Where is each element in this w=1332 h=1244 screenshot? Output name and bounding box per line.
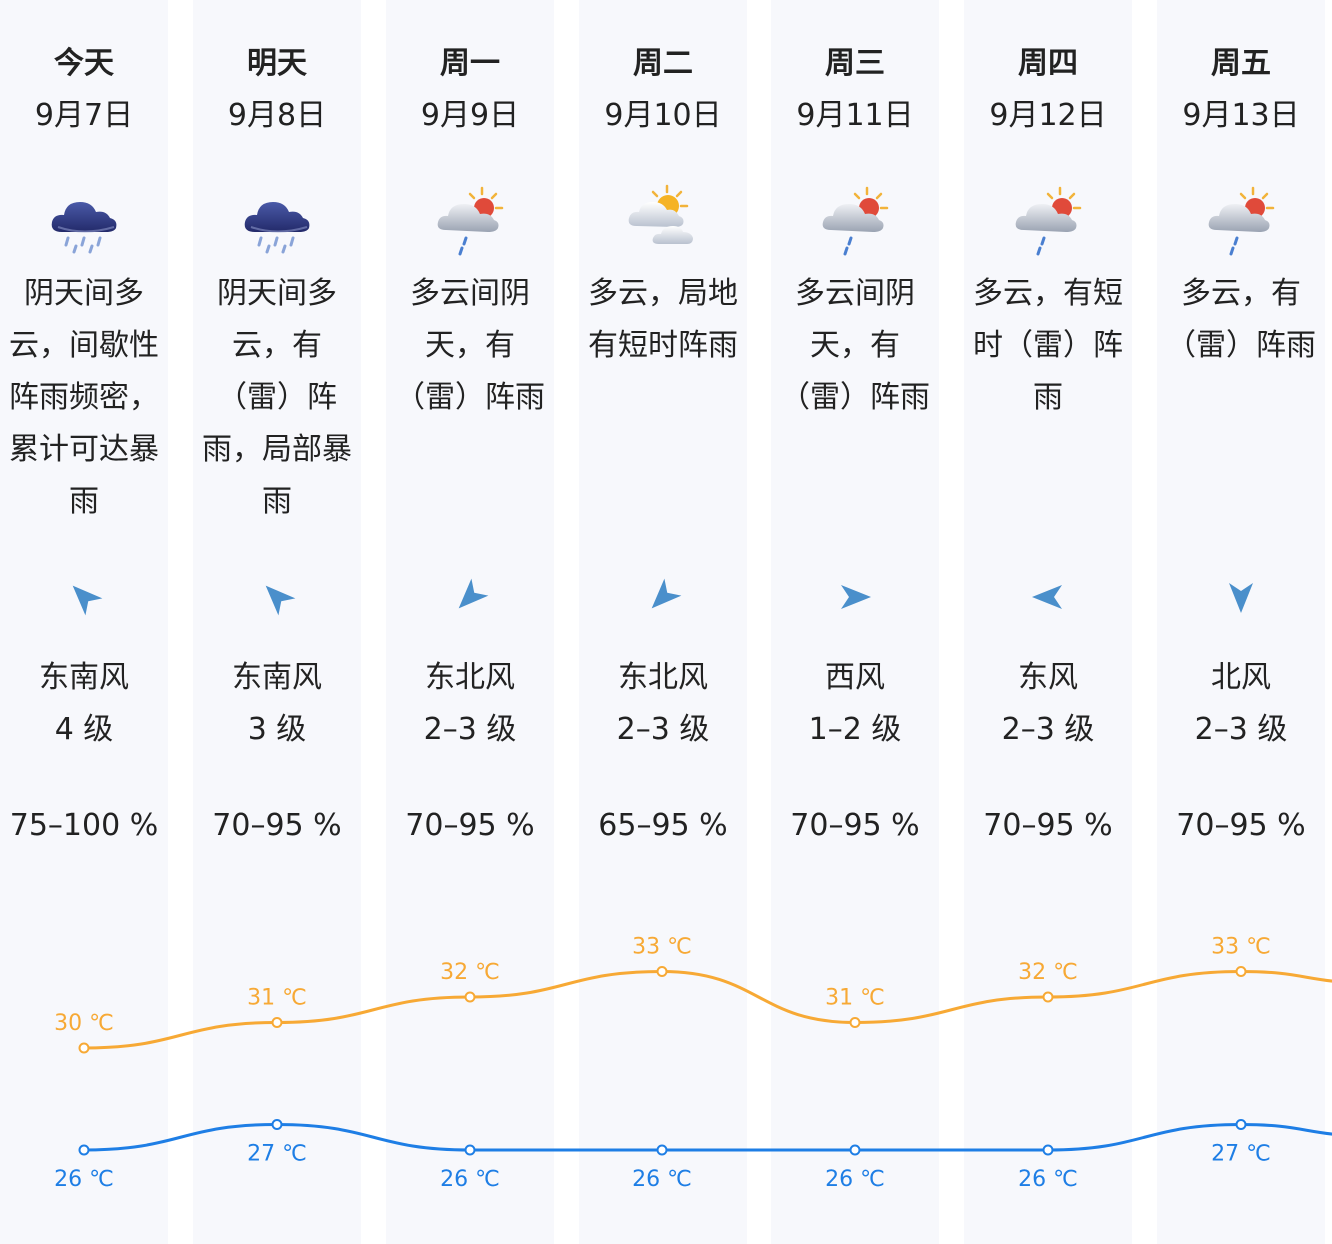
humidity: 70–95 % xyxy=(1176,808,1306,843)
wind-direction: 东南风 xyxy=(39,660,129,695)
high-temp-label: 31 ℃ xyxy=(825,986,885,1011)
wind-level: 3 级 xyxy=(247,712,307,747)
high-temp-point xyxy=(464,991,476,1003)
weather-description: 多云间阴天，有（雷）阵雨 xyxy=(395,276,545,415)
high-temp-label: 30 ℃ xyxy=(54,1011,114,1036)
low-temp-label: 26 ℃ xyxy=(440,1167,500,1192)
cloudy-sun-shower-icon xyxy=(815,180,895,260)
humidity: 75–100 % xyxy=(9,808,159,843)
day-column-wednesday[interactable]: 周三 9月11日 多云间阴天，有（雷）阵雨 西风 1–2 级 70–95 % xyxy=(771,0,939,1244)
partly-cloudy-sun-icon xyxy=(623,180,703,260)
arrow-southwest-icon xyxy=(638,572,688,622)
arrow-northwest-icon xyxy=(59,572,109,622)
high-temp-point xyxy=(849,1017,861,1028)
wind-direction: 北风 xyxy=(1211,660,1271,695)
low-temp-label: 27 ℃ xyxy=(247,1142,307,1167)
low-temp-label: 26 ℃ xyxy=(54,1167,114,1192)
weather-description: 多云，局地有短时阵雨 xyxy=(588,276,738,363)
high-temp-point xyxy=(656,966,668,977)
wind-level: 2–3 级 xyxy=(1194,712,1288,747)
low-temp-label: 27 ℃ xyxy=(1211,1142,1271,1167)
humidity: 65–95 % xyxy=(598,808,728,843)
weekday-label: 周三 xyxy=(825,46,885,81)
weather-description: 阴天间多云，有（雷）阵雨，局部暴雨 xyxy=(202,276,352,519)
date-label: 9月9日 xyxy=(420,98,520,133)
high-temp-label: 33 ℃ xyxy=(1211,935,1271,960)
weather-description: 阴天间多云，间歇性阵雨频密，累计可达暴雨 xyxy=(9,276,159,519)
weekday-label: 明天 xyxy=(247,46,307,81)
high-temp-point xyxy=(78,1042,90,1054)
date-label: 9月8日 xyxy=(227,98,327,133)
low-temp-point xyxy=(78,1144,90,1156)
low-temp-point xyxy=(1042,1144,1054,1156)
humidity: 70–95 % xyxy=(790,808,920,843)
low-temp-line xyxy=(83,1122,1332,1152)
weekday-label: 周二 xyxy=(633,46,693,81)
weekday-label: 今天 xyxy=(54,46,114,81)
wind-level: 1–2 级 xyxy=(808,712,902,747)
low-temp-point xyxy=(1235,1119,1247,1130)
wind-direction: 东北风 xyxy=(425,660,515,695)
low-temp-point xyxy=(271,1119,283,1130)
high-temp-point xyxy=(271,1017,283,1028)
humidity: 70–95 % xyxy=(405,808,535,843)
wind-level: 4 级 xyxy=(54,712,114,747)
date-label: 9月11日 xyxy=(796,98,914,133)
arrow-west-icon xyxy=(1023,572,1073,622)
date-label: 9月13日 xyxy=(1182,98,1300,133)
low-temp-label: 26 ℃ xyxy=(1018,1167,1078,1192)
weather-description: 多云间阴天，有（雷）阵雨 xyxy=(780,276,930,415)
high-temp-label: 33 ℃ xyxy=(632,935,692,960)
day-column-tomorrow[interactable]: 明天 9月8日 阴天间多云，有（雷）阵雨，局部暴雨 东南风 3 级 70–95 … xyxy=(193,0,361,1244)
weather-description: 多云，有（雷）阵雨 xyxy=(1166,276,1316,363)
high-temp-point xyxy=(1235,966,1247,977)
low-temp-label: 26 ℃ xyxy=(632,1167,692,1192)
wind-level: 2–3 级 xyxy=(616,712,710,747)
date-label: 9月10日 xyxy=(604,98,722,133)
arrow-south-icon xyxy=(1216,572,1266,622)
temperature-chart: 30 ℃ 31 ℃ 32 ℃ 33 ℃ 31 ℃ 32 ℃ 33 ℃ 26 ℃ 27 ℃ 26 ℃… xyxy=(54,935,1332,1192)
day-column-tuesday[interactable]: 周二 9月10日 多云，局地有短时阵雨 东北风 2–3 级 65–95 % xyxy=(579,0,747,1244)
wind-level: 2–3 级 xyxy=(423,712,517,747)
wind-direction: 东风 xyxy=(1018,660,1078,695)
rain-heavy-cloud-icon xyxy=(237,180,317,260)
cloudy-sun-shower-icon xyxy=(430,180,510,260)
date-label: 9月7日 xyxy=(34,98,134,133)
wind-direction: 西风 xyxy=(825,660,885,695)
day-column-today[interactable]: 今天 9月7日 阴天间多云，间歇性阵雨频密，累计可达暴雨 东南风 4 级 75–… xyxy=(0,0,168,1244)
cloudy-sun-shower-icon xyxy=(1008,180,1088,260)
day-column-monday[interactable]: 周一 9月9日 多云间阴天，有（雷）阵雨 东北风 2–3 级 70–95 % xyxy=(386,0,554,1244)
day-column-thursday[interactable]: 周四 9月12日 多云，有短时（雷）阵雨 东风 2–3 级 70–95 % xyxy=(964,0,1132,1244)
high-temp-line xyxy=(83,969,1332,1050)
low-temp-point xyxy=(849,1144,861,1156)
date-label: 9月12日 xyxy=(989,98,1107,133)
humidity: 70–95 % xyxy=(212,808,342,843)
wind-level: 2–3 级 xyxy=(1001,712,1095,747)
weekday-label: 周五 xyxy=(1211,46,1271,81)
rain-heavy-cloud-icon xyxy=(44,180,124,260)
weather-description: 多云，有短时（雷）阵雨 xyxy=(973,276,1123,415)
high-temp-label: 31 ℃ xyxy=(247,986,307,1011)
cloudy-sun-shower-icon xyxy=(1201,180,1281,260)
wind-direction: 东北风 xyxy=(618,660,708,695)
humidity: 70–95 % xyxy=(983,808,1113,843)
arrow-northwest-icon xyxy=(252,572,302,622)
low-temp-point xyxy=(464,1144,476,1156)
high-temp-label: 32 ℃ xyxy=(1018,960,1078,985)
weekday-label: 周四 xyxy=(1018,46,1078,81)
weekday-label: 周一 xyxy=(440,46,500,81)
high-temp-point xyxy=(1042,991,1054,1003)
arrow-southwest-icon xyxy=(445,572,495,622)
low-temp-point xyxy=(656,1144,668,1156)
low-temp-label: 26 ℃ xyxy=(825,1167,885,1192)
high-temp-label: 32 ℃ xyxy=(440,960,500,985)
day-column-friday[interactable]: 周五 9月13日 多云，有（雷）阵雨 北风 2–3 级 70–95 % xyxy=(1157,0,1325,1244)
wind-direction: 东南风 xyxy=(232,660,322,695)
arrow-east-icon xyxy=(830,572,880,622)
